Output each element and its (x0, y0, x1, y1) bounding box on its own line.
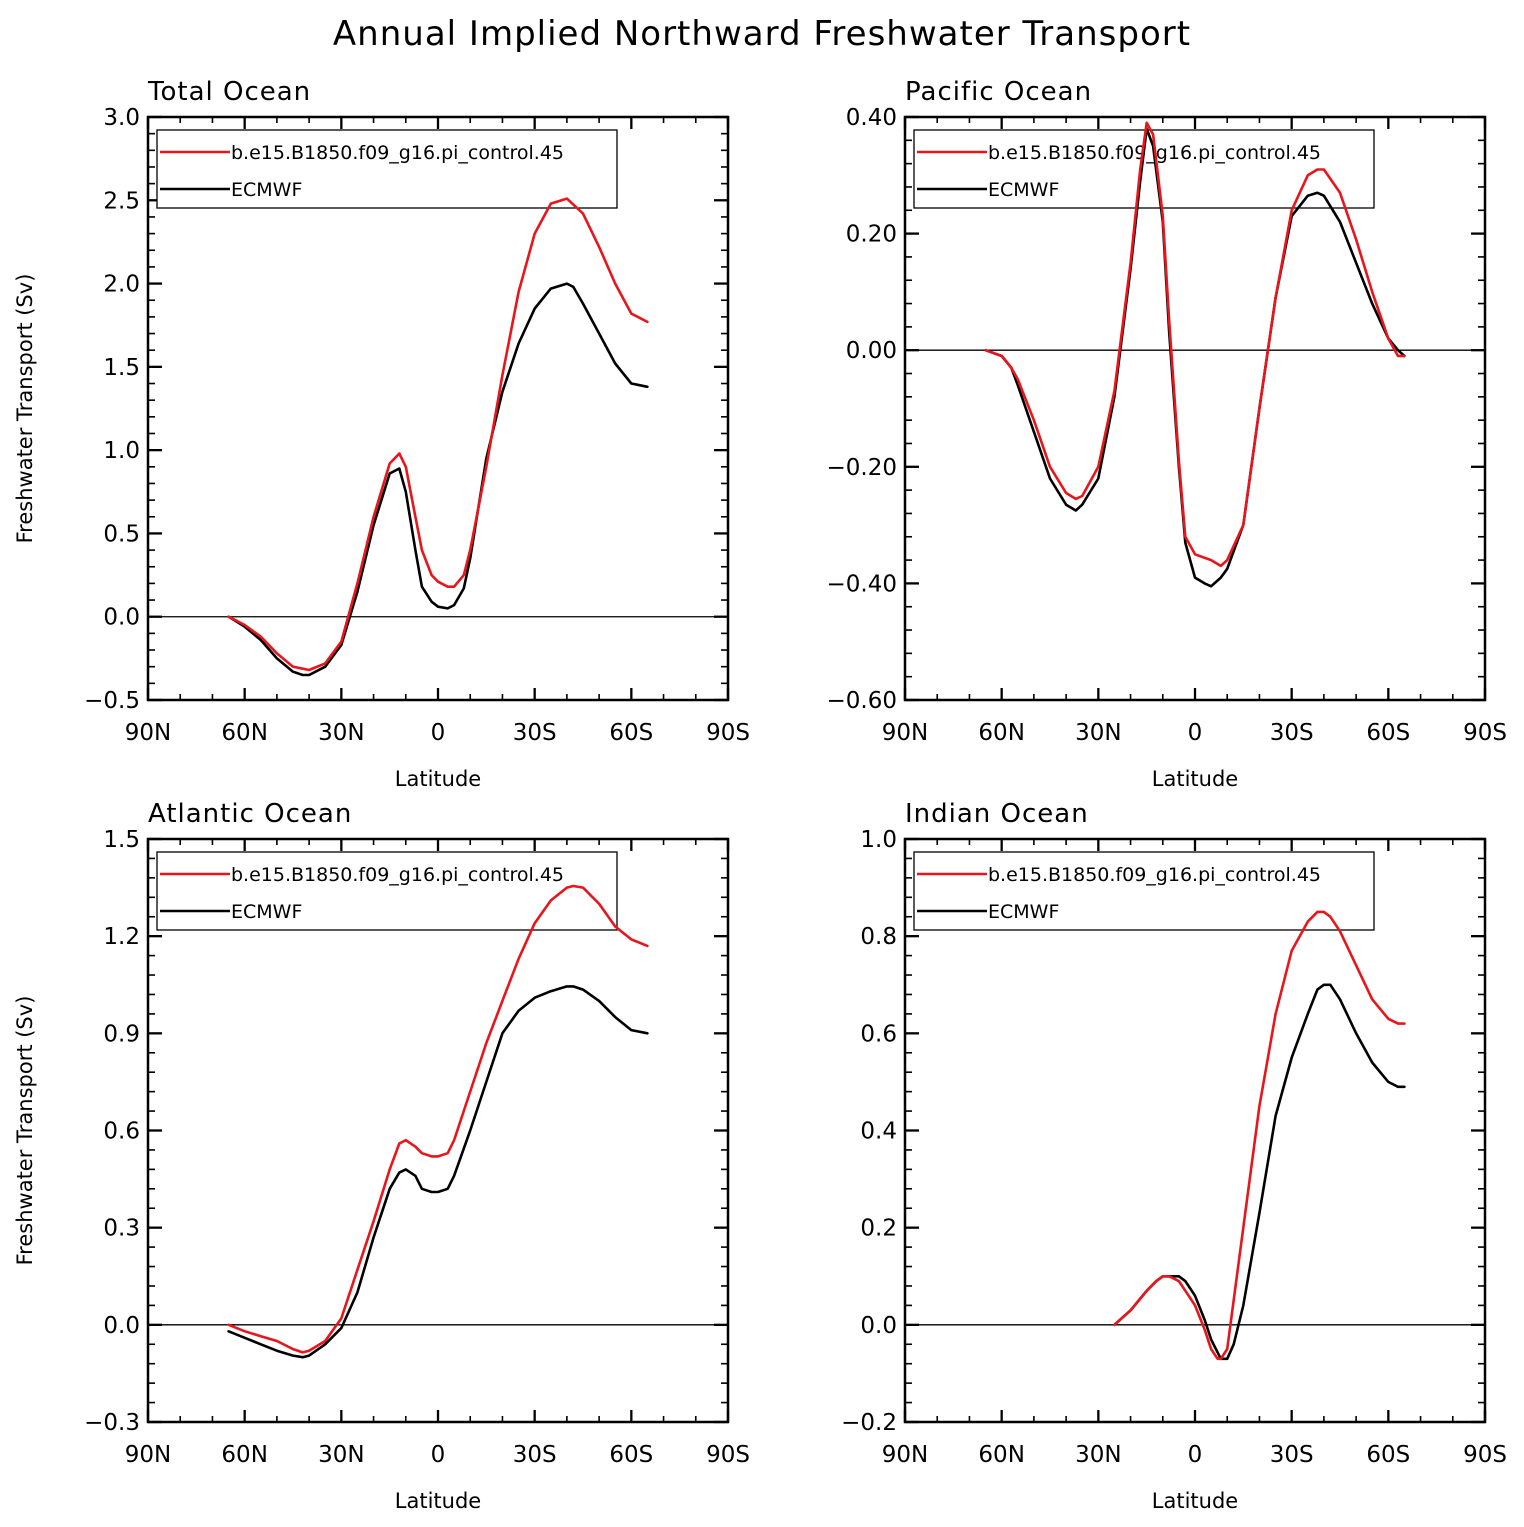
panel-3: Atlantic Ocean 90N 60N 30N 0 30S 60S 90S −0.3 0.0… (13, 799, 750, 1513)
y-tick-label: 1.2 (103, 924, 140, 950)
y-tick-label: 0.0 (860, 1313, 897, 1339)
series-line-ecmwf (984, 127, 1406, 588)
panel-title: Atlantic Ocean (148, 799, 352, 829)
x-tick-label: 30S (513, 1442, 557, 1468)
series-line-model (1113, 910, 1406, 1361)
y-tick-label: 0.40 (846, 105, 897, 131)
y-tick-label: −0.60 (827, 688, 897, 714)
y-tick-label: 0.5 (103, 521, 140, 547)
x-axis-label: Latitude (395, 767, 481, 791)
y-tick-label: −0.40 (827, 571, 897, 597)
x-tick-label: 60N (978, 1442, 1024, 1468)
legend-label: b.e15.B1850.f09_g16.pi_control.45 (988, 864, 1321, 886)
x-axis-label: Latitude (1152, 767, 1238, 791)
x-tick-label: 90N (882, 720, 928, 746)
x-tick-label: 90S (706, 1442, 750, 1468)
legend-box (156, 129, 618, 209)
y-tick-label: 0.6 (860, 1021, 897, 1047)
y-tick-label: 0.8 (860, 924, 897, 950)
y-tick-label: −0.3 (84, 1410, 140, 1436)
y-tick-label: 0.2 (860, 1216, 897, 1242)
y-tick-label: 1.5 (103, 355, 140, 381)
panel-title: Indian Ocean (905, 799, 1089, 829)
y-tick-label: −0.2 (841, 1410, 897, 1436)
series-line-ecmwf (227, 282, 649, 677)
legend-label: ECMWF (988, 179, 1059, 201)
y-tick-label: 3.0 (103, 105, 140, 131)
legend: b.e15.B1850.f09_g16.pi_control.45 ECMWF (913, 851, 1375, 931)
panel-title: Total Ocean (147, 77, 311, 107)
panel-4: Indian Ocean 90N 60N 30N 0 30S 60S 90S −0.2 0.0 0.… (841, 799, 1507, 1513)
y-tick-label: 1.5 (103, 827, 140, 853)
y-tick-label: 0.00 (846, 338, 897, 364)
x-tick-label: 30N (318, 720, 364, 746)
legend-label: ECMWF (231, 179, 302, 201)
x-tick-label: 30S (1270, 720, 1314, 746)
y-tick-label: 0.4 (860, 1119, 897, 1145)
x-tick-label: 0 (431, 1442, 446, 1468)
series-line-model (984, 121, 1406, 568)
panel-1: Total Ocean 90N 60N 30N 0 30S 60S 90S −0.5 0.0 0.5… (13, 77, 750, 791)
legend: b.e15.B1850.f09_g16.pi_control.45 ECMWF (156, 851, 618, 931)
x-tick-label: 30N (1075, 1442, 1121, 1468)
legend-box (913, 851, 1375, 931)
y-tick-label: 0.0 (103, 1313, 140, 1339)
x-tick-label: 0 (1188, 1442, 1203, 1468)
y-tick-label: 0.3 (103, 1216, 140, 1242)
y-tick-label: −0.20 (827, 455, 897, 481)
y-tick-label: 0.6 (103, 1119, 140, 1145)
y-tick-label: 2.5 (103, 188, 140, 214)
x-tick-label: 90N (125, 1442, 171, 1468)
panel-title: Pacific Ocean (905, 77, 1092, 107)
series-line-model (227, 884, 649, 1354)
x-tick-label: 60N (221, 1442, 267, 1468)
y-tick-label: 1.0 (103, 438, 140, 464)
x-tick-label: 60S (1366, 1442, 1410, 1468)
x-tick-label: 60S (1366, 720, 1410, 746)
x-tick-label: 90S (706, 720, 750, 746)
y-tick-label: −0.5 (84, 688, 140, 714)
legend: b.e15.B1850.f09_g16.pi_control.45 ECMWF (156, 129, 618, 209)
x-axis-label: Latitude (1152, 1489, 1238, 1513)
series-line-model (227, 197, 649, 672)
x-tick-label: 60N (978, 720, 1024, 746)
x-tick-label: 90S (1463, 720, 1507, 746)
y-axis-label: Freshwater Transport (Sv) (13, 996, 37, 1266)
series-line-ecmwf (1113, 983, 1406, 1361)
x-tick-label: 60N (221, 720, 267, 746)
legend-label: ECMWF (231, 901, 302, 923)
x-tick-label: 60S (609, 720, 653, 746)
x-tick-label: 30S (1270, 1442, 1314, 1468)
legend-label: b.e15.B1850.f09_g16.pi_control.45 (231, 142, 564, 164)
y-axis-label: Freshwater Transport (Sv) (13, 274, 37, 544)
y-tick-label: 2.0 (103, 272, 140, 298)
y-tick-label: 0.9 (103, 1021, 140, 1047)
x-tick-label: 30N (1075, 720, 1121, 746)
y-tick-label: 0.0 (103, 605, 140, 631)
legend-label: ECMWF (988, 901, 1059, 923)
x-axis-label: Latitude (395, 1489, 481, 1513)
x-tick-label: 0 (1188, 720, 1203, 746)
y-tick-label: 0.20 (846, 222, 897, 248)
x-tick-label: 30N (318, 1442, 364, 1468)
series-line-ecmwf (227, 985, 649, 1359)
legend-label: b.e15.B1850.f09_g16.pi_control.45 (231, 864, 564, 886)
panel-2: Pacific Ocean 90N 60N 30N 0 30S 60S 90S −0.60 −0.… (827, 77, 1507, 791)
figure-title: Annual Implied Northward Freshwater Tran… (333, 14, 1191, 54)
x-tick-label: 60S (609, 1442, 653, 1468)
x-tick-label: 90S (1463, 1442, 1507, 1468)
x-tick-label: 90N (882, 1442, 928, 1468)
x-tick-label: 90N (125, 720, 171, 746)
x-tick-label: 0 (431, 720, 446, 746)
x-tick-label: 30S (513, 720, 557, 746)
y-tick-label: 1.0 (860, 827, 897, 853)
